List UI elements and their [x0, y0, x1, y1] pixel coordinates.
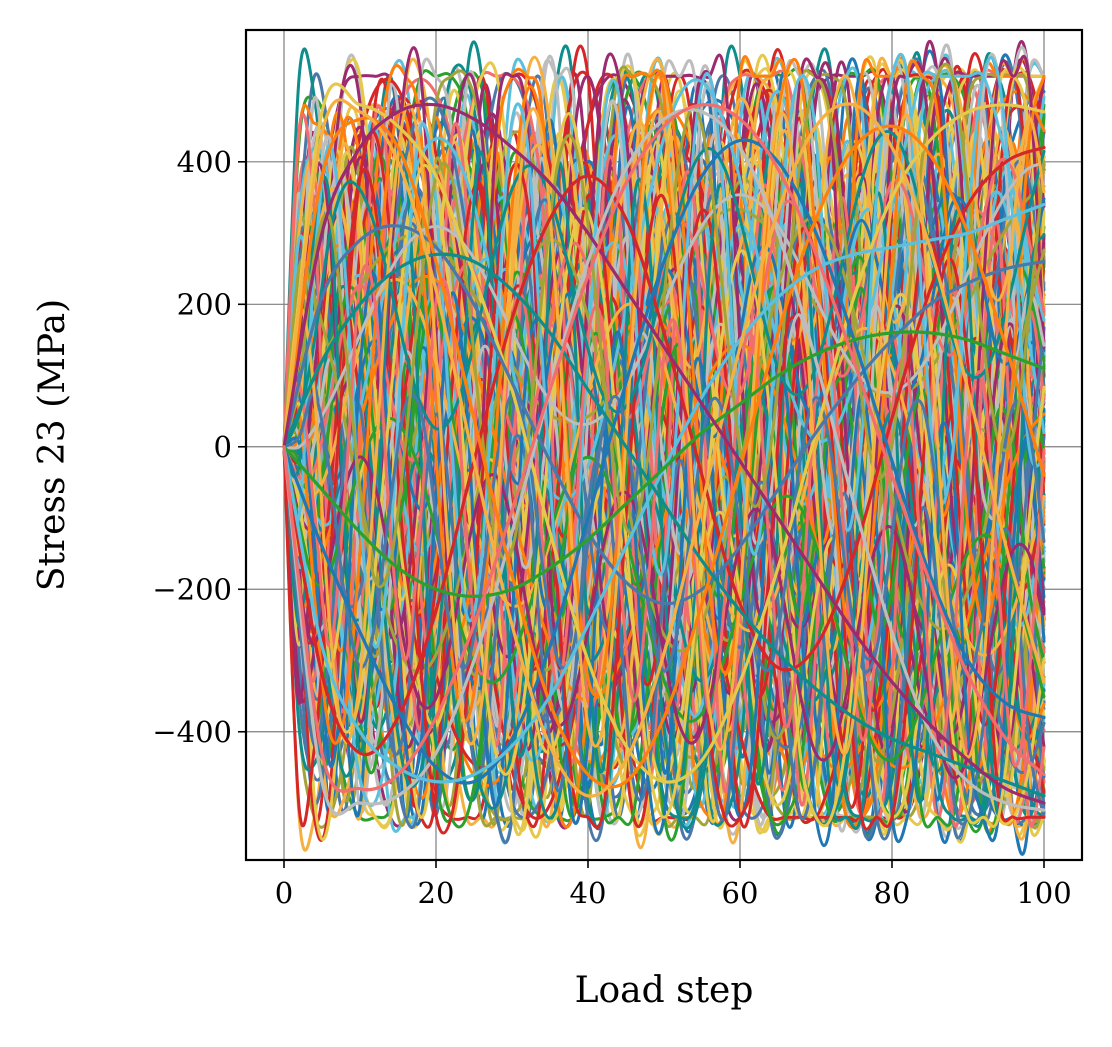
series-line [282, 116, 1046, 789]
series-line [282, 103, 1046, 759]
x-tick-label: 20 [418, 876, 455, 910]
series-line [282, 225, 1046, 836]
series-line [282, 392, 1046, 677]
y-tick-label: 200 [177, 287, 232, 321]
series-line [282, 82, 1046, 784]
y-tick-label: 400 [177, 145, 232, 179]
series-line [282, 52, 1046, 649]
y-tick-label: 0 [214, 430, 232, 464]
y-axis-label: Stress 23 (MPa) [32, 299, 73, 591]
x-tick-label: 80 [874, 876, 911, 910]
x-axis-label: Load step [575, 970, 754, 1011]
plot-frame [244, 28, 1084, 862]
series-line [282, 102, 1046, 805]
series-line [282, 107, 1046, 816]
series-line [282, 416, 1046, 762]
series-line [282, 103, 1046, 793]
series-line [282, 202, 1046, 784]
series-line [282, 263, 1046, 768]
series-line [282, 271, 1046, 847]
axis-ticks: 0 20 40 60 80 100 400 200 0 −200 −400 [152, 145, 1071, 910]
series-layer [282, 39, 1046, 856]
series-line [282, 125, 1046, 742]
y-tick-label: −400 [152, 715, 232, 749]
series-line [282, 330, 1046, 598]
series-line [282, 98, 1046, 798]
series-line [282, 145, 1046, 757]
series-line [282, 129, 1046, 449]
series-line [282, 224, 1046, 606]
x-tick-label: 40 [570, 876, 607, 910]
series-line [282, 58, 1046, 745]
y-tick-label: −200 [152, 572, 232, 606]
series-line [282, 286, 1046, 665]
series-line [282, 252, 1046, 798]
series-line [282, 138, 1046, 785]
x-tick-label: 0 [275, 876, 293, 910]
x-tick-label: 100 [1016, 876, 1071, 910]
x-tick-label: 60 [722, 876, 759, 910]
series-line [282, 445, 1046, 780]
